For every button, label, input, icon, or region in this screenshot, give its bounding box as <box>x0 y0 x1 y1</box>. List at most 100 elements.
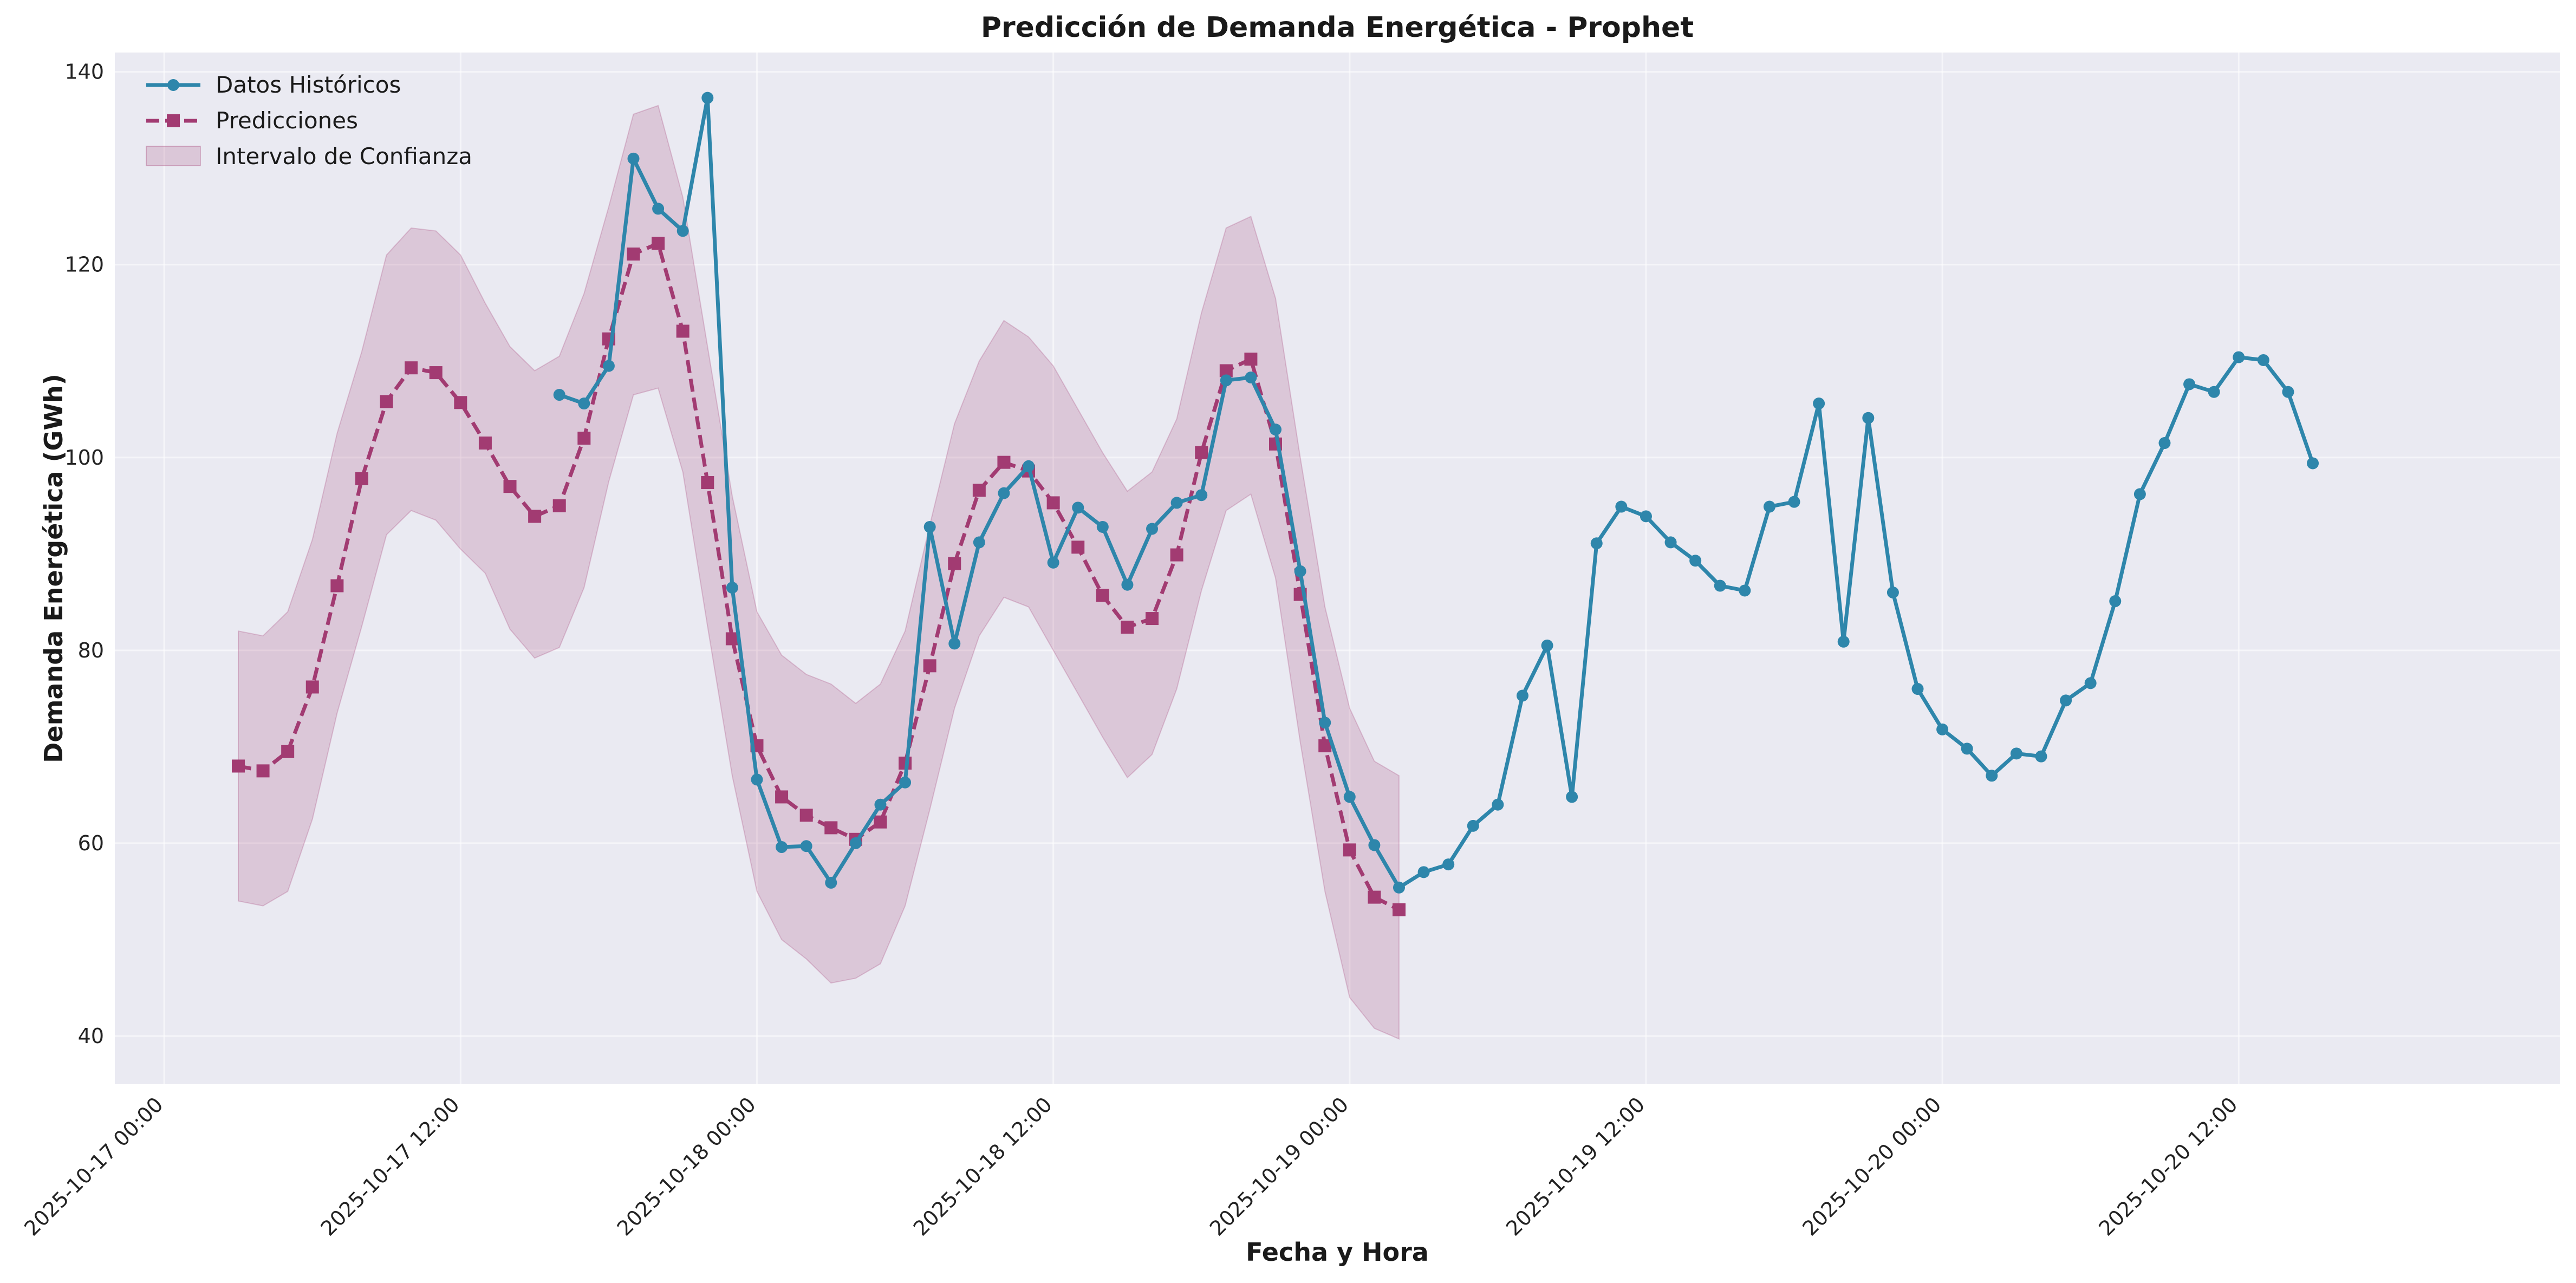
historical-point <box>825 876 837 889</box>
historical-point <box>2060 694 2072 707</box>
prediction-point <box>824 821 838 835</box>
prediction-point <box>676 324 689 338</box>
prediction-point <box>701 476 714 490</box>
prediction-point <box>231 759 245 773</box>
y-tick-label: 60 <box>78 831 104 855</box>
historical-point <box>1096 520 1109 533</box>
legend-prediction-label: Predicciones <box>216 107 358 134</box>
legend-prediction-marker <box>167 114 180 127</box>
historical-point <box>1121 578 1134 591</box>
historical-point <box>1170 497 1183 509</box>
prediction-point <box>454 396 467 409</box>
historical-point <box>973 536 985 549</box>
y-tick-label: 120 <box>64 253 104 277</box>
prediction-point <box>997 455 1011 469</box>
prediction-point <box>256 764 270 778</box>
y-tick-label: 80 <box>78 639 104 662</box>
historical-point <box>2282 386 2294 398</box>
historical-point <box>751 773 763 786</box>
prediction-point <box>330 579 344 592</box>
historical-point <box>1911 683 1924 695</box>
prediction-point <box>874 815 887 829</box>
prediction-point <box>405 361 418 375</box>
y-tick-label: 40 <box>78 1024 104 1048</box>
historical-point <box>1516 689 1528 702</box>
confidence-interval-band <box>238 105 1400 1040</box>
historical-point <box>2233 351 2245 363</box>
prediction-point <box>577 432 591 445</box>
prediction-point <box>478 437 492 450</box>
historical-point <box>2183 378 2196 390</box>
prediction-point <box>775 790 789 804</box>
historical-series-layer <box>553 92 2319 894</box>
prediction-point <box>1170 548 1183 562</box>
historical-point <box>1887 587 1899 599</box>
historical-point <box>578 398 590 410</box>
historical-point <box>1270 424 1282 436</box>
prediction-point <box>923 659 936 673</box>
historical-point <box>652 203 665 215</box>
historical-point <box>948 637 961 650</box>
historical-point <box>2084 677 2097 689</box>
historical-point <box>776 841 788 854</box>
prediction-point <box>1392 903 1406 916</box>
legend-interval-label: Intervalo de Confianza <box>216 143 472 170</box>
historical-point <box>701 92 714 104</box>
historical-point <box>998 487 1010 499</box>
legend-item-prediction: Predicciones <box>146 107 358 134</box>
historical-point <box>726 582 738 594</box>
historical-point <box>899 776 912 789</box>
prediction-point <box>355 472 368 485</box>
historical-point <box>849 837 862 849</box>
historical-point <box>1467 819 1479 832</box>
historical-point <box>602 360 615 372</box>
prediction-point <box>281 745 295 758</box>
prediction-point <box>1071 540 1085 554</box>
y-tick-label: 140 <box>64 60 104 84</box>
historical-point <box>1936 723 1949 735</box>
historical-point <box>1664 536 1677 549</box>
historical-point <box>1047 556 1059 569</box>
historical-point <box>1837 635 1850 648</box>
x-axis-label: Fecha y Hora <box>1246 1238 1429 1267</box>
historical-point <box>1566 791 1578 803</box>
historical-point <box>1195 489 1208 502</box>
prediction-point <box>305 680 319 694</box>
historical-point <box>1862 412 1875 424</box>
historical-point <box>1417 866 1430 878</box>
prediction-point <box>552 499 566 512</box>
prediction-point <box>1046 496 1060 510</box>
confidence-interval-layer <box>238 105 1400 1040</box>
prediction-point <box>1343 843 1356 857</box>
prediction-point <box>1368 890 1381 904</box>
y-axis-ticks: 40 60 80 100 120 140 <box>64 60 104 1048</box>
historical-point <box>800 840 812 852</box>
historical-point <box>1368 839 1381 851</box>
prediction-point <box>652 237 665 250</box>
historical-point <box>1615 500 1628 513</box>
historical-point <box>1146 523 1159 535</box>
historical-point <box>1961 743 1973 755</box>
historical-point <box>1442 858 1455 871</box>
historical-point <box>1986 770 1998 782</box>
historical-point <box>2133 488 2146 500</box>
y-tick-label: 100 <box>64 446 104 470</box>
historical-point <box>1739 584 1751 597</box>
historical-point <box>2158 437 2171 450</box>
prediction-point <box>972 484 986 497</box>
historical-point <box>1245 371 1257 383</box>
legend: Datos Históricos Predicciones Intervalo … <box>146 71 472 170</box>
historical-point <box>1689 555 1702 567</box>
prediction-point <box>1121 621 1134 634</box>
historical-point <box>627 152 640 165</box>
historical-point <box>2307 457 2319 470</box>
prediction-point <box>1146 612 1159 626</box>
historical-point <box>1714 579 1726 592</box>
historical-point <box>1763 500 1775 513</box>
prediction-point <box>429 366 443 380</box>
historical-point <box>1590 537 1603 550</box>
prediction-point <box>627 248 640 261</box>
prediction-point <box>948 557 961 570</box>
prediction-point <box>799 809 813 822</box>
historical-point <box>1319 717 1331 729</box>
